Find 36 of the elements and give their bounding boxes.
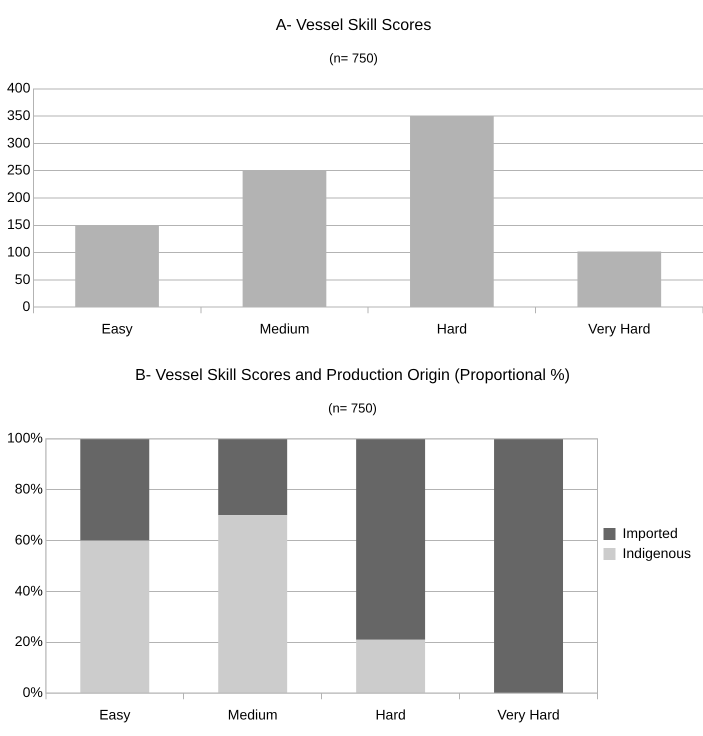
y-tick-label: 60% — [14, 531, 43, 548]
x-tick-label: Medium — [228, 706, 278, 722]
chart-subtitle: (n= 750) — [329, 50, 378, 66]
y-tick-label: 20% — [14, 633, 43, 650]
y-tick-label: 350 — [7, 106, 31, 123]
bar — [356, 438, 426, 640]
y-tick-label: 50 — [14, 270, 31, 287]
y-tick-label: 0% — [22, 684, 43, 700]
y-tick-label: 80% — [14, 480, 43, 497]
bar — [494, 438, 564, 693]
x-tick-label: Very Hard — [588, 320, 650, 336]
x-tick-label: Hard — [375, 706, 406, 722]
x-tick-label: Medium — [260, 320, 310, 336]
x-tick-label: Hard — [436, 320, 468, 336]
y-tick-label: 200 — [7, 188, 31, 205]
x-tick-label: Easy — [99, 706, 130, 722]
bar — [80, 540, 150, 693]
y-tick-label: 100% — [6, 430, 43, 446]
bar — [80, 438, 150, 541]
x-tick-label: Easy — [102, 320, 133, 336]
y-tick-label: 250 — [7, 162, 31, 178]
bar — [218, 438, 288, 516]
legend-label: Imported — [622, 524, 678, 541]
x-tick-label: Very Hard — [497, 706, 560, 722]
y-tick-label: 100 — [7, 243, 31, 260]
chart-title: A- Vessel Skill Scores — [276, 17, 432, 34]
chart-title: B- Vessel Skill Scores and Production Origin (Proportional %) — [135, 367, 570, 384]
y-tick-label: 40% — [14, 582, 43, 598]
bar — [356, 640, 426, 693]
y-tick-label: 0 — [22, 298, 31, 314]
y-tick-label: 400 — [7, 80, 31, 96]
y-tick-label: 150 — [7, 216, 31, 232]
y-tick-label: 300 — [7, 134, 31, 150]
legend-label: Indigenous — [622, 544, 692, 561]
chart-subtitle: (n= 750) — [328, 400, 377, 416]
bar — [218, 515, 288, 693]
